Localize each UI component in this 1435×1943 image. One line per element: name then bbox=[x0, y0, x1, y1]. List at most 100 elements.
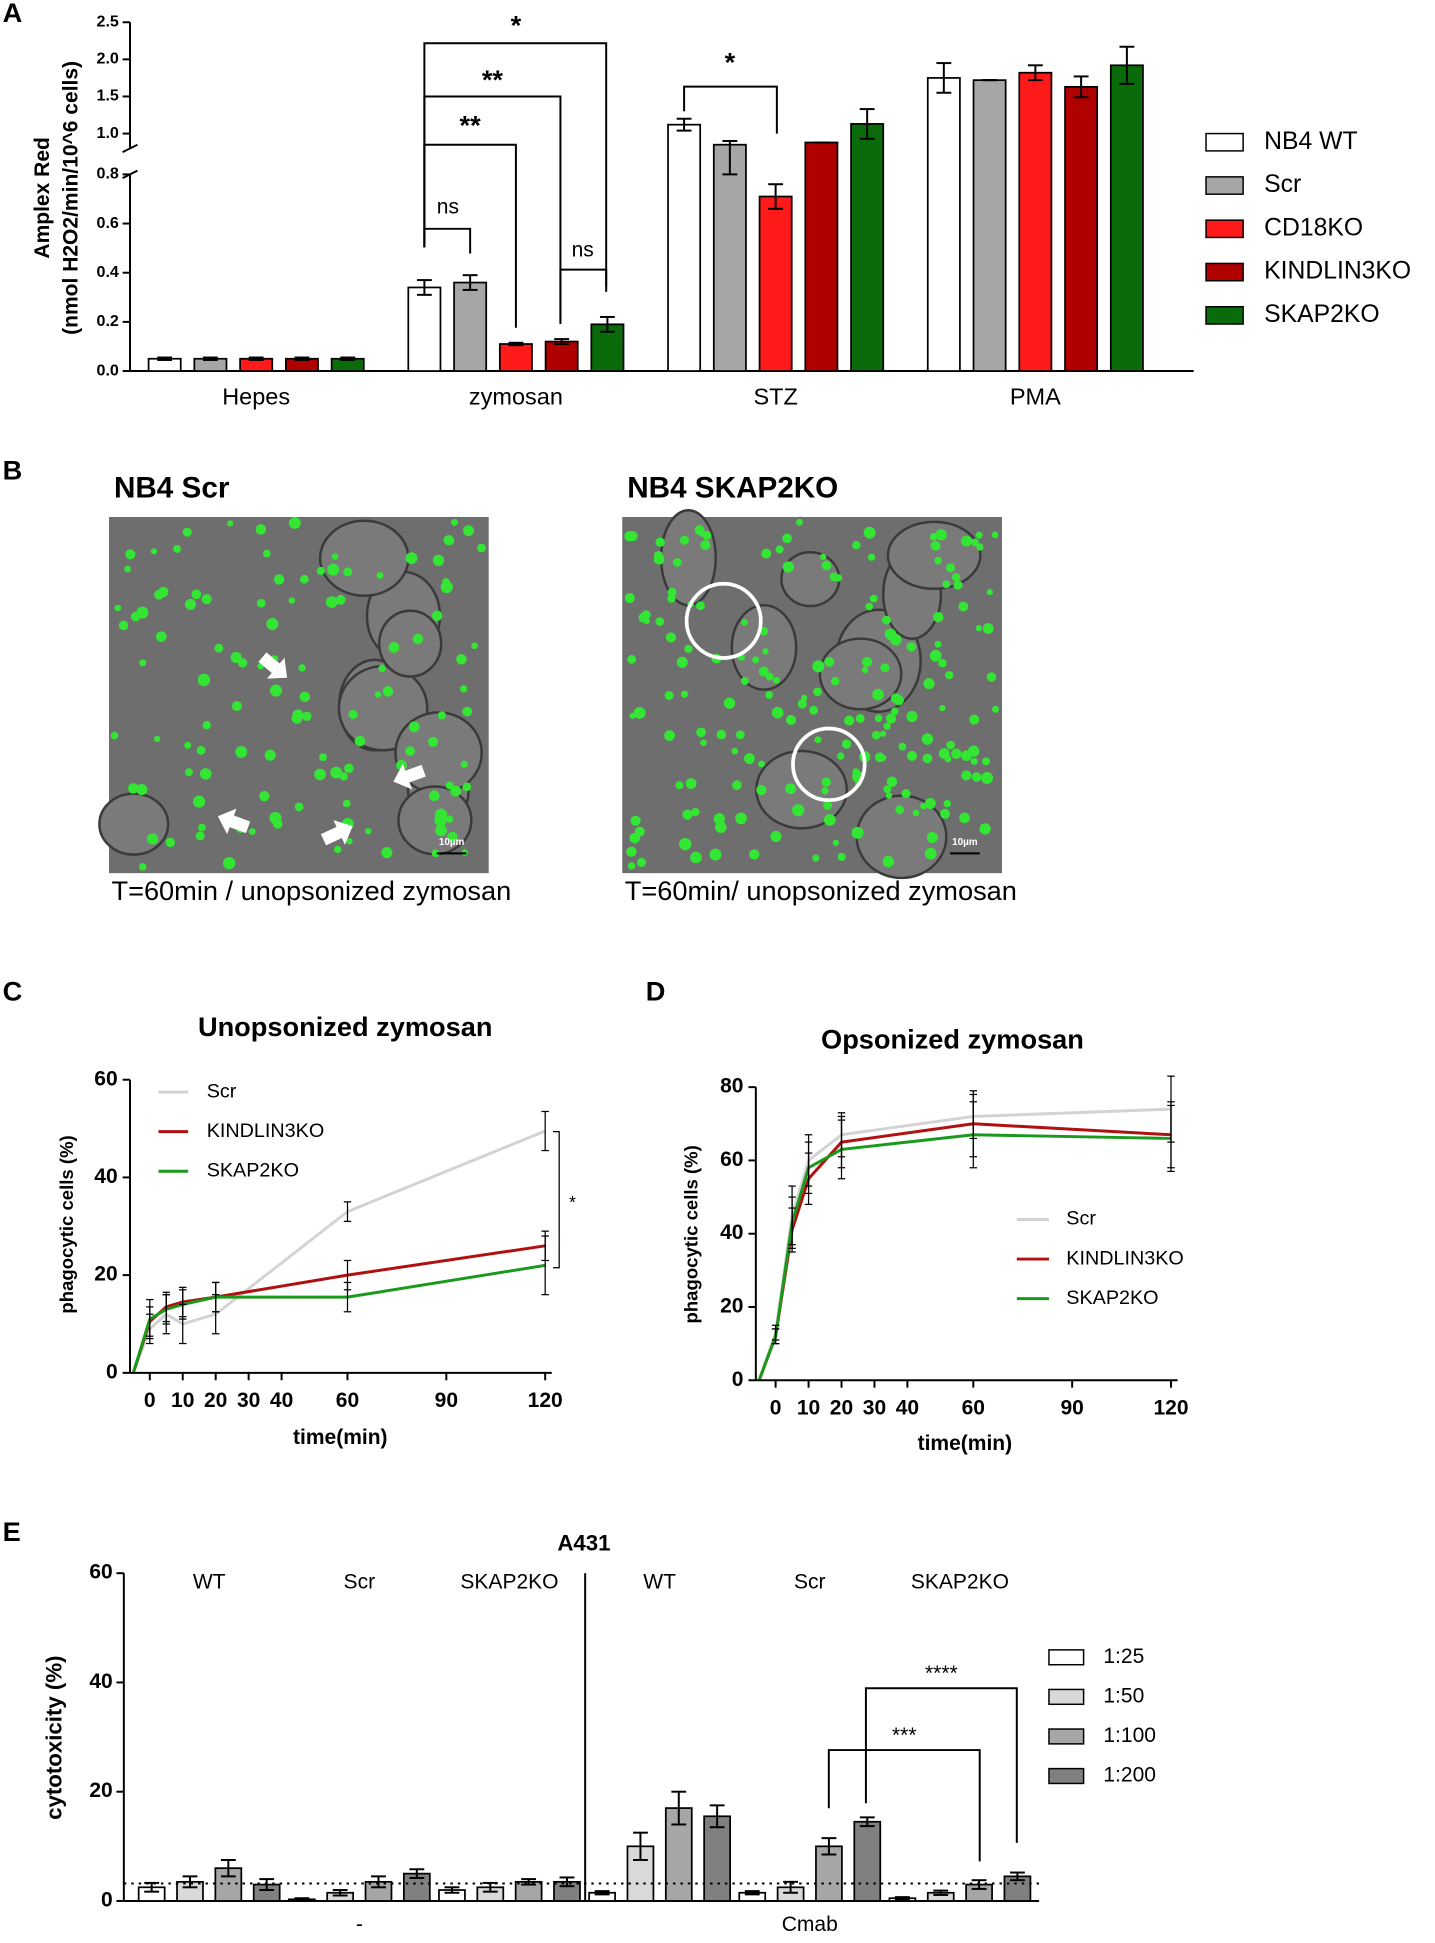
y-tick-label: 20 bbox=[89, 1779, 112, 1802]
error-bar bbox=[594, 1890, 610, 1896]
zymosan-particle bbox=[299, 691, 311, 703]
zymosan-particle bbox=[641, 610, 651, 620]
zymosan-particle bbox=[690, 851, 702, 864]
zymosan-particle bbox=[302, 711, 312, 722]
zymosan-particle bbox=[773, 676, 780, 684]
zymosan-particle bbox=[354, 735, 366, 747]
zymosan-particle bbox=[761, 548, 772, 559]
zymosan-particle bbox=[946, 740, 955, 750]
error-bar bbox=[936, 62, 952, 94]
zymosan-particle bbox=[758, 760, 765, 768]
zymosan-particle bbox=[756, 784, 767, 796]
error-bar bbox=[343, 1281, 352, 1313]
zymosan-particle bbox=[741, 619, 748, 626]
zymosan-particle bbox=[128, 783, 139, 794]
zymosan-particle bbox=[821, 787, 829, 795]
error-bar bbox=[768, 183, 784, 210]
zymosan-particle bbox=[201, 594, 212, 605]
zymosan-particle bbox=[991, 531, 999, 539]
zymosan-particle bbox=[752, 656, 760, 664]
zymosan-particle bbox=[785, 783, 796, 795]
zymosan-particle bbox=[346, 838, 353, 845]
error-bar bbox=[709, 1804, 725, 1829]
zymosan-particle bbox=[696, 727, 706, 738]
zymosan-particle bbox=[136, 606, 149, 619]
x-axis-label: time(min) bbox=[918, 1432, 1013, 1455]
error-bar bbox=[933, 1889, 949, 1896]
zymosan-particle bbox=[852, 768, 860, 776]
zymosan-particle bbox=[938, 748, 950, 759]
zymosan-particle bbox=[921, 733, 934, 745]
error-bar bbox=[521, 1878, 537, 1886]
scale-bar-label: 10µm bbox=[439, 837, 465, 848]
zymosan-particle bbox=[154, 589, 165, 600]
zymosan-particle bbox=[796, 518, 803, 526]
zymosan-particle bbox=[192, 795, 206, 808]
zymosan-particle bbox=[196, 745, 206, 755]
zymosan-particle bbox=[138, 863, 147, 871]
error-bar bbox=[859, 1816, 875, 1828]
zymosan-particle bbox=[883, 722, 891, 730]
zymosan-particle bbox=[314, 768, 326, 781]
zymosan-particle bbox=[431, 610, 443, 621]
category-label: Hepes bbox=[222, 383, 290, 409]
zymosan-particle bbox=[933, 612, 944, 623]
zymosan-particle bbox=[912, 809, 920, 817]
zymosan-particle bbox=[986, 589, 993, 596]
significance-label: ns bbox=[437, 195, 459, 218]
zymosan-particle bbox=[653, 550, 663, 560]
significance-bracket bbox=[559, 268, 608, 325]
zymosan-particle bbox=[851, 826, 864, 839]
chart-title: Unopsonized zymosan bbox=[198, 1011, 493, 1042]
significance-label: * bbox=[725, 47, 736, 78]
zymosan-particle bbox=[456, 654, 467, 665]
zymosan-particle bbox=[986, 672, 997, 682]
bar bbox=[972, 79, 1007, 372]
zymosan-particle bbox=[443, 534, 455, 546]
zymosan-particle bbox=[298, 664, 306, 672]
legend-label: SKAP2KO bbox=[1066, 1287, 1158, 1309]
bar bbox=[758, 195, 793, 372]
legend-label: Scr bbox=[207, 1080, 237, 1102]
y-tick-label: 60 bbox=[94, 1067, 117, 1090]
category-label: WT bbox=[643, 1571, 676, 1594]
zymosan-particle bbox=[885, 713, 897, 724]
x-tick-label: 60 bbox=[962, 1396, 985, 1419]
zymosan-particle bbox=[344, 763, 354, 774]
x-tick-label: 20 bbox=[204, 1389, 227, 1412]
zymosan-particle bbox=[173, 545, 181, 553]
zymosan-particle bbox=[886, 776, 898, 787]
error-bar bbox=[294, 356, 310, 361]
zymosan-particle bbox=[679, 535, 690, 545]
zymosan-particle bbox=[829, 572, 839, 582]
zymosan-particle bbox=[943, 799, 951, 808]
legend-label: KINDLIN3KO bbox=[1264, 258, 1411, 285]
zymosan-particle bbox=[405, 552, 418, 565]
y-tick-label: 2.5 bbox=[97, 13, 119, 31]
category-label: STZ bbox=[753, 383, 797, 409]
zymosan-particle bbox=[291, 713, 303, 724]
legend-swatch bbox=[1205, 219, 1244, 239]
zymosan-particle bbox=[872, 688, 884, 701]
zymosan-particle bbox=[782, 533, 792, 544]
zymosan-particle bbox=[823, 814, 836, 826]
y-tick-label: 2.0 bbox=[97, 50, 119, 68]
group-label: - bbox=[356, 1913, 363, 1936]
zymosan-particle bbox=[906, 711, 918, 723]
significance-label: *** bbox=[892, 1724, 917, 1747]
zymosan-particle bbox=[862, 656, 873, 668]
arrow bbox=[258, 652, 288, 679]
error-bar bbox=[600, 315, 615, 333]
x-tick-label: 120 bbox=[1153, 1396, 1188, 1419]
zymosan-particle bbox=[445, 815, 454, 823]
zymosan-particle bbox=[626, 846, 637, 857]
legend-label: 1:25 bbox=[1103, 1645, 1144, 1668]
y-tick-label: 20 bbox=[720, 1295, 743, 1318]
zymosan-particle bbox=[991, 705, 999, 713]
y-tick-label: 60 bbox=[89, 1561, 112, 1584]
x-tick-label: 10 bbox=[171, 1389, 194, 1412]
chart-title: Opsonized zymosan bbox=[821, 1024, 1084, 1055]
panel-letter: E bbox=[3, 1516, 21, 1547]
zymosan-particle bbox=[882, 855, 895, 868]
